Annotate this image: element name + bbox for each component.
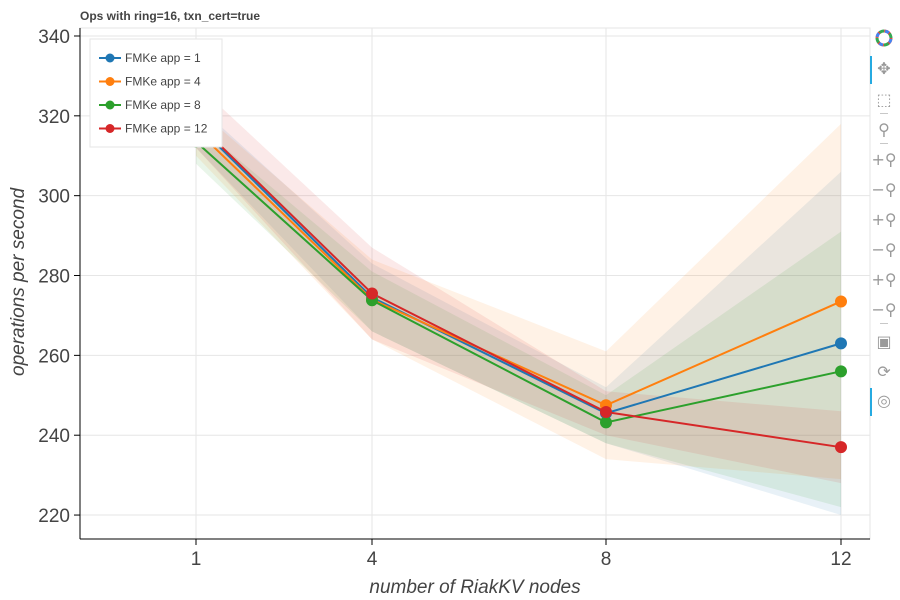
y-zoom-in-icon[interactable]: +⚲: [871, 269, 897, 289]
zoom-in-icon[interactable]: +⚲: [871, 149, 897, 169]
confidence-bands: [196, 83, 841, 516]
x-tick-label: 12: [830, 549, 851, 570]
hover-icon[interactable]: ◎: [870, 388, 898, 416]
confidence-band-1: [196, 103, 841, 516]
y-tick-label: 260: [38, 346, 70, 367]
confidence-band-4: [196, 83, 841, 484]
legend-label: FMKe app = 8: [125, 98, 201, 112]
toolbar-separator: [880, 143, 888, 144]
series-line-1: [195, 123, 842, 415]
series-line-4: [195, 121, 842, 449]
wheel-zoom-icon[interactable]: ⚲: [878, 119, 890, 139]
x-tick-label: 4: [367, 549, 378, 570]
y-tick-label: 220: [38, 506, 70, 527]
y-axis-label: operations per second: [8, 187, 29, 376]
y-tick-label: 240: [38, 426, 70, 447]
legend-item-1[interactable]: FMKe app = 1: [99, 51, 201, 65]
legend-swatch-marker: [105, 100, 115, 110]
x-axis-label: number of RiakKV nodes: [369, 577, 581, 598]
axes: [79, 28, 870, 540]
series-line-3: [195, 141, 842, 424]
chart-title: Ops with ring=16, txn_cert=true: [80, 9, 260, 23]
box-zoom-icon[interactable]: ⬚: [876, 89, 892, 109]
legend-item-3[interactable]: FMKe app = 8: [99, 98, 201, 112]
legend-item-2[interactable]: FMKe app = 4: [99, 75, 201, 89]
tick-marks: 220 240 260 280 300 320 340 1 4 8 12: [38, 27, 851, 570]
data-point[interactable]: [835, 337, 847, 350]
y-tick-label: 300: [38, 187, 70, 208]
data-point[interactable]: [835, 441, 847, 454]
save-icon[interactable]: ▣: [876, 331, 892, 351]
bokeh-logo-icon[interactable]: [870, 26, 898, 50]
x-zoom-out-icon[interactable]: −⚲: [871, 239, 897, 259]
legend-swatch-marker: [105, 53, 115, 63]
x-tick-label: 1: [191, 549, 202, 570]
y-zoom-out-icon[interactable]: −⚲: [871, 299, 897, 319]
toolbar-separator: [880, 323, 888, 324]
legend-label: FMKe app = 4: [125, 75, 201, 89]
y-tick-label: 340: [38, 27, 70, 48]
data-point[interactable]: [600, 406, 612, 419]
data-point[interactable]: [835, 295, 847, 308]
pan-icon[interactable]: ✥: [870, 56, 898, 84]
legend-swatch-marker: [105, 77, 115, 86]
x-tick-label: 8: [601, 549, 612, 570]
confidence-band-2: [196, 107, 841, 480]
y-tick-label: 320: [38, 107, 70, 128]
toolbar-separator: [880, 113, 888, 114]
legend-label: FMKe app = 1: [125, 51, 201, 65]
legend[interactable]: FMKe app = 1 FMKe app = 4 FMKe app = 8 FMKe…: [89, 38, 223, 148]
zoom-out-icon[interactable]: −⚲: [871, 179, 897, 199]
grid: [80, 28, 870, 539]
data-point[interactable]: [600, 416, 612, 429]
data-point[interactable]: [366, 287, 378, 300]
data-point[interactable]: [835, 365, 847, 378]
legend-item-4[interactable]: FMKe app = 12: [99, 122, 208, 136]
x-zoom-in-icon[interactable]: +⚲: [871, 209, 897, 229]
legend-label: FMKe app = 12: [125, 122, 208, 136]
y-tick-label: 280: [38, 267, 70, 288]
confidence-band-3: [196, 123, 841, 508]
legend-swatch-marker: [105, 124, 115, 133]
reset-icon[interactable]: ⟳: [877, 361, 891, 381]
